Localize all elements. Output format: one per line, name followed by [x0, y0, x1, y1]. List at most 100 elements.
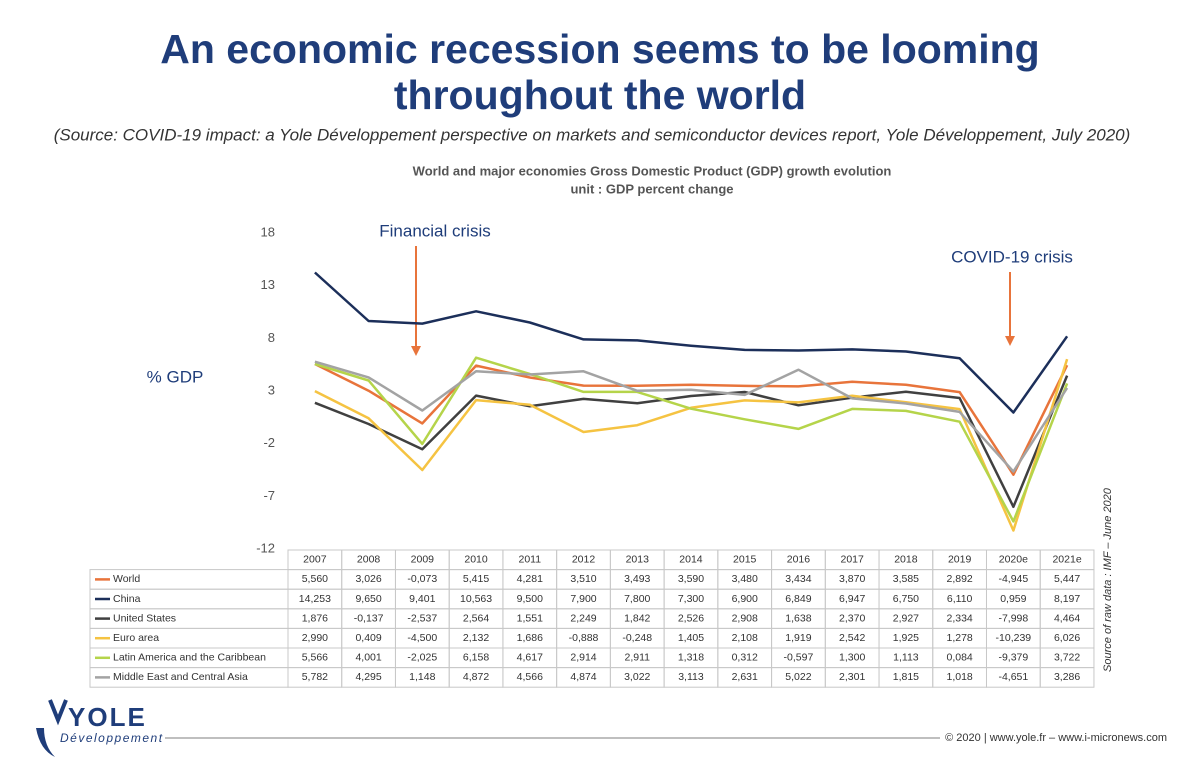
series-line — [314, 362, 1069, 476]
table-value: 0,084 — [946, 652, 972, 664]
table-value: 1,113 — [893, 652, 919, 664]
table-value: 2,132 — [463, 632, 489, 644]
x-tick-label: 2019 — [948, 554, 972, 566]
table-value: 1,018 — [946, 671, 972, 683]
table-value: 6,900 — [732, 593, 758, 605]
table-value: -0,888 — [569, 632, 599, 644]
legend-label: China — [113, 593, 141, 605]
table-value: 6,110 — [947, 593, 973, 605]
series-line — [314, 271, 1069, 414]
table-value: -4,651 — [998, 671, 1028, 683]
table-value: 3,493 — [624, 573, 650, 585]
table-value: 3,480 — [732, 573, 758, 585]
x-tick-label: 2016 — [787, 554, 811, 566]
y-axis-label: % GDP — [147, 367, 204, 386]
logo-mark — [36, 728, 55, 757]
table-value: 6,750 — [893, 593, 919, 605]
table-value: 7,900 — [570, 593, 596, 605]
table-value: -0,073 — [407, 573, 437, 585]
table-value: 3,286 — [1054, 671, 1080, 683]
x-tick-label: 2020e — [999, 554, 1028, 566]
table-value: 2,334 — [946, 612, 972, 624]
table-value: 4,001 — [355, 652, 381, 664]
table-value: 1,551 — [517, 612, 543, 624]
table-value: 7,300 — [678, 593, 704, 605]
table-value: 2,911 — [624, 652, 650, 664]
page-title: An economic recession seems to be loomin… — [160, 26, 1039, 72]
series-line — [314, 360, 1069, 473]
table-value: 5,415 — [463, 573, 489, 585]
table-value: 2,542 — [839, 632, 865, 644]
table-value: 1,686 — [517, 632, 543, 644]
table-value: 6,947 — [839, 593, 865, 605]
x-tick-label: 2010 — [464, 554, 488, 566]
x-tick-label: 2015 — [733, 554, 757, 566]
y-tick-label: 3 — [268, 382, 275, 397]
x-tick-label: 2021e — [1052, 554, 1081, 566]
table-value: 4,872 — [463, 671, 489, 683]
table-value: -2,025 — [407, 652, 437, 664]
y-tick-label: -7 — [263, 488, 275, 503]
table-value: 1,278 — [946, 632, 972, 644]
table-value: 3,585 — [893, 573, 919, 585]
table-value: 3,113 — [678, 671, 704, 683]
table-value: 1,925 — [893, 632, 919, 644]
y-tick-label: 13 — [261, 277, 275, 292]
y-tick-label: -2 — [263, 435, 275, 450]
table-value: 3,590 — [678, 573, 704, 585]
table-value: 6,849 — [785, 593, 811, 605]
table-value: 1,405 — [678, 632, 704, 644]
x-tick-label: 2017 — [840, 554, 864, 566]
legend-label: United States — [113, 612, 176, 624]
table-value: 3,022 — [624, 671, 650, 683]
footer: © 2020 | www.yole.fr – www.i-micronews.c… — [945, 732, 1167, 744]
table-value: 1,318 — [678, 652, 704, 664]
table-value: 1,842 — [624, 612, 650, 624]
legend-label: Euro area — [113, 632, 159, 644]
x-tick-label: 2009 — [411, 554, 435, 566]
table-value: 5,560 — [302, 573, 328, 585]
table-value: 2,526 — [678, 612, 704, 624]
table-value: -0,248 — [622, 632, 652, 644]
table-value: 5,566 — [302, 652, 328, 664]
table-value: -4,945 — [998, 573, 1028, 585]
table-value: -0,137 — [354, 612, 384, 624]
table-value: -9,379 — [998, 652, 1028, 664]
x-tick-label: 2011 — [518, 554, 541, 566]
annotation-arrow — [411, 346, 421, 356]
legend-label: World — [113, 573, 140, 585]
table-value: 14,253 — [299, 593, 331, 605]
page-title: throughout the world — [394, 72, 806, 118]
table-cell — [1039, 667, 1095, 688]
x-tick-label: 2014 — [679, 554, 703, 566]
logo-mark — [48, 699, 68, 726]
x-tick-label: 2012 — [572, 554, 596, 566]
table-value: 1,300 — [839, 652, 865, 664]
table-value: 6,026 — [1054, 632, 1080, 644]
table-value: 9,650 — [355, 593, 381, 605]
table-value: 2,914 — [570, 652, 596, 664]
table-value: 2,108 — [732, 632, 758, 644]
table-value: 1,638 — [785, 612, 811, 624]
y-tick-label: -12 — [256, 540, 275, 555]
table-value: 4,281 — [517, 573, 543, 585]
table-value: 3,510 — [570, 573, 596, 585]
table-value: 2,908 — [732, 612, 758, 624]
table-value: 2,249 — [570, 612, 596, 624]
table-value: -4,500 — [407, 632, 437, 644]
chart-subtitle: unit : GDP percent change — [570, 181, 733, 196]
source: (Source: COVID-19 impact: a Yole Dévelop… — [54, 125, 1131, 144]
x-tick-label: 2018 — [894, 554, 918, 566]
table-value: 4,295 — [355, 671, 381, 683]
logo-tagline: Développement — [60, 731, 164, 745]
table-value: 9,401 — [409, 593, 435, 605]
table-value: 3,434 — [785, 573, 811, 585]
source-note: Source of raw data : IMF – June 2020 — [1102, 487, 1114, 672]
series-line — [314, 356, 1069, 523]
table-value: 0,409 — [355, 632, 381, 644]
table-value: 1,876 — [302, 612, 328, 624]
legend-label: Middle East and Central Asia — [113, 671, 248, 683]
annotation: COVID-19 crisis — [951, 247, 1073, 266]
table-value: 4,464 — [1054, 612, 1080, 624]
